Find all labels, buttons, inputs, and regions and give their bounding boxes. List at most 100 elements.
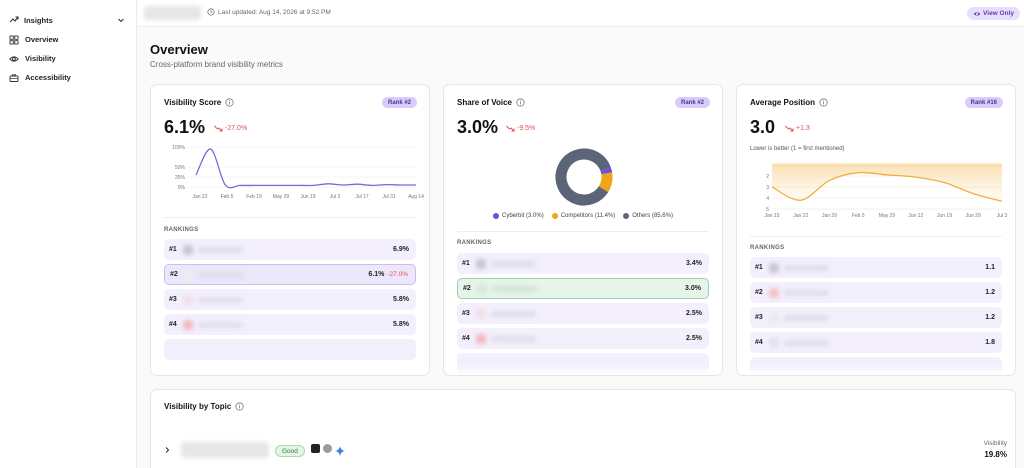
avatar — [769, 262, 779, 273]
sidebar-group-insights[interactable]: Insights — [0, 12, 136, 28]
y-tick-label: 25% — [175, 175, 186, 181]
ranking-row[interactable]: #3 1.2 — [750, 307, 1002, 328]
card-title: Average Position — [750, 98, 828, 107]
grid-icon — [9, 35, 19, 45]
avatar — [183, 294, 193, 305]
sidebar: Insights Overview Visibility Accessibili… — [0, 0, 137, 468]
sidebar-item-visibility[interactable]: Visibility — [0, 49, 136, 68]
page-subtitle: Cross-platform brand visibility metrics — [150, 60, 283, 69]
ranking-name-redacted — [492, 285, 537, 292]
legend-label: Others (85.6%) — [632, 213, 673, 219]
ranking-name-redacted — [491, 335, 536, 342]
view-only-badge: View Only — [967, 7, 1020, 20]
ranking-row-current[interactable]: #2 3.0% — [457, 278, 709, 299]
ranking-row[interactable]: #2 1.2 — [750, 282, 1002, 303]
info-icon[interactable] — [516, 98, 525, 107]
list-fade — [737, 365, 1015, 375]
delta-indicator: -27.0% — [214, 125, 247, 132]
ranking-row[interactable]: #1 3.4% — [457, 253, 709, 274]
ranking-value: 1.2 — [985, 289, 995, 296]
ranking-row[interactable]: #3 2.5% — [457, 303, 709, 324]
eye-icon — [973, 10, 981, 18]
avatar — [769, 337, 779, 348]
chevron-down-icon[interactable] — [116, 15, 126, 25]
ranking-row[interactable]: #1 1.1 — [750, 257, 1002, 278]
brand-selector[interactable] — [144, 6, 201, 20]
y-tick-label: 50% — [175, 165, 186, 171]
card-title-text: Visibility by Topic — [164, 402, 232, 411]
rankings-list: #1 1.1 #2 1.2 #3 1.2 #4 1.8 — [750, 257, 1002, 375]
topic-visibility-value: 19.8% — [984, 450, 1007, 459]
rankings-list: #1 6.9% #2 6.1% -27.0% #3 5.8% #4 5.8% — [164, 239, 416, 364]
ranking-row[interactable]: #3 5.8% — [164, 289, 416, 310]
series-line — [195, 148, 417, 189]
sidebar-item-label: Accessibility — [25, 73, 71, 82]
rank-badge: Rank #16 — [964, 97, 1003, 108]
legend-label: Competitors (11.4%) — [560, 213, 616, 219]
x-tick-label: Jul 31 — [382, 194, 396, 200]
platform-icon-dark — [311, 444, 320, 453]
platform-icon-gray — [323, 444, 332, 453]
status-badge: Good — [275, 445, 305, 457]
average-position-card: Average Position Rank #16 3.0 +1.3 Lower… — [736, 84, 1016, 376]
ranking-position: #1 — [755, 264, 763, 271]
x-tick-label: Jul 3 — [997, 213, 1008, 219]
card-title: Visibility Score — [164, 98, 234, 107]
divider — [457, 231, 709, 232]
visibility-score-card: Visibility Score Rank #2 6.1% -27.0% 100… — [150, 84, 430, 376]
ranking-name-redacted — [198, 246, 243, 253]
position-note: Lower is better (1 = first mentioned) — [750, 146, 845, 152]
x-tick-label: Jan 29 — [822, 213, 837, 219]
ranking-value: 2.5% — [686, 310, 702, 317]
chevron-right-icon[interactable] — [163, 446, 171, 454]
visibility-score-value: 6.1% — [164, 117, 206, 137]
y-tick-label: 5 — [766, 207, 769, 213]
eye-icon — [9, 54, 19, 64]
ranking-name-redacted — [784, 339, 829, 346]
ranking-row[interactable]: #4 1.8 — [750, 332, 1002, 353]
sidebar-item-label: Overview — [25, 35, 59, 44]
ranking-row[interactable]: #4 2.5% — [457, 328, 709, 349]
ranking-row[interactable]: #1 6.9% — [164, 239, 416, 260]
list-fade — [444, 365, 722, 375]
ranking-position: #2 — [170, 271, 178, 278]
rankings-label: RANKINGS — [164, 227, 199, 233]
y-tick-label: 100% — [172, 145, 185, 151]
card-title: Visibility by Topic — [164, 402, 244, 411]
y-tick-label: 3 — [766, 185, 769, 191]
avatar — [183, 244, 193, 255]
legend-item: Others (85.6%) — [623, 213, 673, 219]
ranking-row[interactable] — [164, 339, 416, 360]
rank-badge: Rank #2 — [674, 97, 710, 108]
x-tick-label: May 29 — [273, 194, 290, 200]
visibility-by-topic-card: Visibility by Topic Good Visibility 19.8… — [150, 389, 1016, 468]
x-tick-label: Jun 29 — [966, 213, 981, 219]
divider — [164, 217, 416, 218]
top-bar: Last updated: Aug 14, 2026 at 9:52 PM Vi… — [138, 0, 1024, 27]
visibility-line-chart: 100% 50% 25% 0% Jan 22 Feb 5 Feb 19 May 29 Jun 1… — [172, 145, 424, 200]
info-icon[interactable] — [235, 402, 244, 411]
sparkle-icon — [335, 443, 345, 461]
ranking-row[interactable]: #4 5.8% — [164, 314, 416, 335]
sidebar-item-accessibility[interactable]: Accessibility — [0, 68, 136, 87]
legend-swatch — [493, 213, 500, 219]
info-icon[interactable] — [819, 98, 828, 107]
ranking-position: #4 — [755, 339, 763, 346]
ranking-position: #1 — [169, 246, 177, 253]
ranking-value: 2.5% — [686, 335, 702, 342]
ranking-row-current[interactable]: #2 6.1% -27.0% — [164, 264, 416, 285]
average-position-value: 3.0 — [750, 117, 776, 137]
ranking-position: #4 — [169, 321, 177, 328]
delta-indicator: -9.5% — [506, 125, 535, 132]
info-icon[interactable] — [225, 98, 234, 107]
x-tick-label: Jul 3 — [330, 194, 341, 200]
card-title-text: Share of Voice — [457, 98, 512, 107]
divider — [750, 236, 1002, 237]
legend-swatch — [623, 213, 630, 219]
ranking-name-redacted — [198, 321, 243, 328]
x-tick-label: Jan 22 — [192, 194, 207, 200]
delta-text: -9.5% — [517, 125, 536, 132]
ranking-value: 3.0% — [685, 285, 701, 292]
sidebar-item-overview[interactable]: Overview — [0, 30, 136, 49]
